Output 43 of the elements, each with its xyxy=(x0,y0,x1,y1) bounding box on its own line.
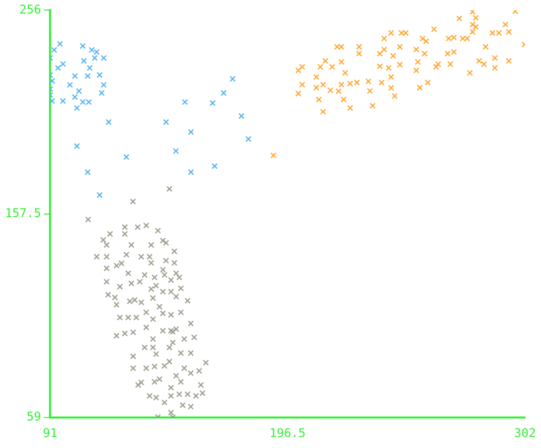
point xyxy=(80,98,86,106)
point xyxy=(210,100,216,106)
point xyxy=(56,40,64,47)
point xyxy=(212,163,218,170)
point xyxy=(172,148,180,154)
point xyxy=(88,46,95,53)
point xyxy=(54,64,62,71)
point xyxy=(86,64,93,71)
point xyxy=(60,98,66,104)
point xyxy=(230,76,236,82)
point xyxy=(80,58,87,64)
point xyxy=(86,98,92,106)
point xyxy=(66,82,74,88)
point xyxy=(106,119,112,126)
point xyxy=(98,90,105,96)
point xyxy=(245,136,252,142)
y-tick-label: 256 xyxy=(19,2,42,16)
point xyxy=(182,98,188,106)
point xyxy=(96,192,103,198)
x-tick-label: 91 xyxy=(42,426,58,440)
point xyxy=(238,113,244,120)
point xyxy=(60,60,66,68)
x-tick-label: 196.5 xyxy=(270,426,306,440)
point xyxy=(96,72,103,78)
point xyxy=(220,90,227,96)
point xyxy=(84,72,91,80)
point xyxy=(74,104,80,112)
point xyxy=(80,42,86,50)
point xyxy=(51,46,58,53)
point xyxy=(162,119,170,126)
point xyxy=(76,88,82,94)
point xyxy=(72,94,78,100)
point xyxy=(74,142,80,150)
point xyxy=(188,169,194,176)
point xyxy=(84,169,91,176)
point xyxy=(100,82,107,88)
point xyxy=(72,72,78,80)
point xyxy=(123,154,130,160)
x-tick-label: 302 xyxy=(514,426,536,440)
point xyxy=(188,128,194,136)
y-tick-label: 157.5 xyxy=(5,206,42,220)
point xyxy=(100,54,107,62)
y-tick-label: 59 xyxy=(26,410,42,424)
